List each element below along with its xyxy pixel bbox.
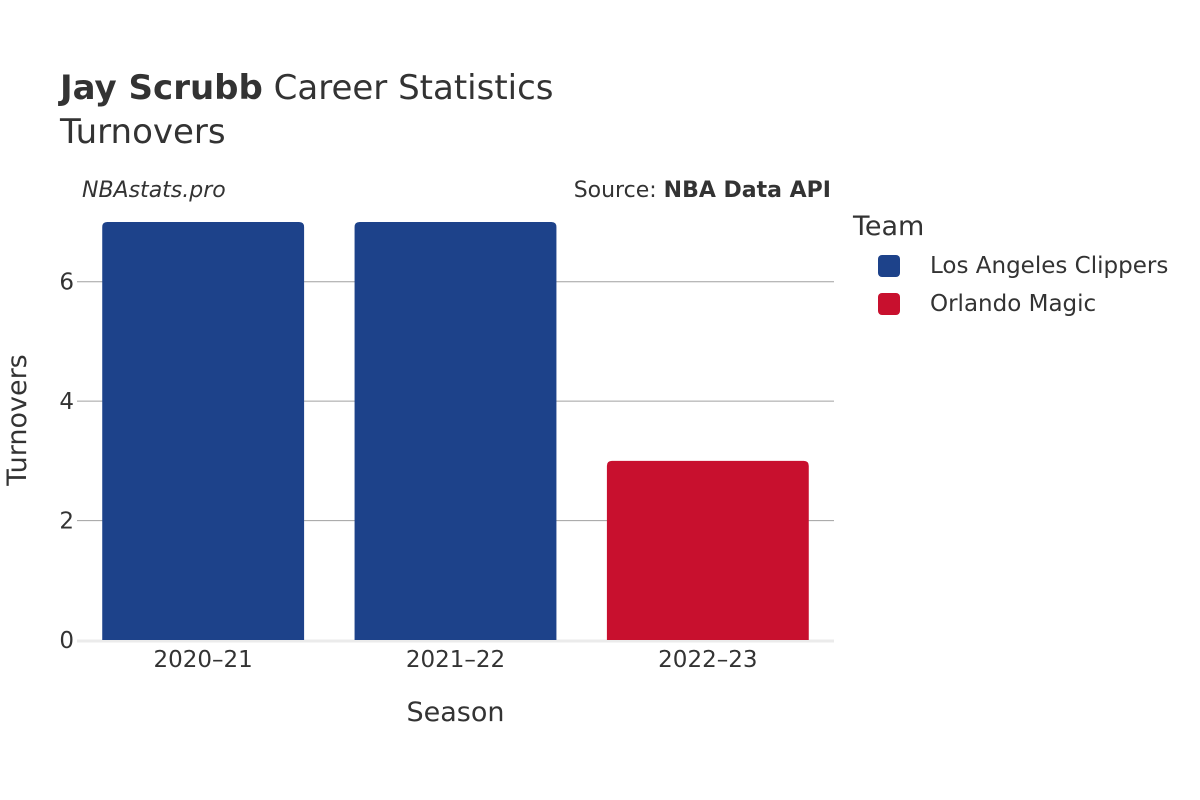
source-credit: Source: NBA Data API [574, 178, 831, 203]
bar-2022–23 [606, 460, 809, 640]
legend-item-clippers[interactable]: Los Angeles Clippers [878, 253, 1168, 279]
y-tick-label: 2 [59, 509, 74, 535]
y-tick-label: 0 [59, 628, 74, 654]
chart-subtitle: Turnovers [60, 112, 226, 152]
x-tick-label: 2022–23 [658, 647, 757, 673]
y-tick-label: 4 [59, 389, 74, 415]
x-axis-title: Season [407, 697, 505, 728]
legend-swatch-magic [878, 293, 900, 315]
chart-title-rest: Career Statistics [262, 68, 554, 108]
watermark: NBAstats.pro [82, 178, 226, 203]
bar-2020–21 [102, 222, 305, 640]
y-tick-label: 6 [59, 270, 74, 296]
legend-item-magic[interactable]: Orlando Magic [878, 291, 1096, 317]
source-prefix: Source: [573, 178, 664, 203]
source-name: NBA Data API [663, 178, 831, 203]
x-tick-label: 2021–22 [406, 647, 505, 673]
y-axis-title: Turnovers [2, 354, 33, 487]
chart-title-player: Jay Scrubb [60, 68, 263, 108]
chart-title: Jay Scrubb Career Statistics [60, 68, 554, 108]
bar-2021–22 [354, 222, 557, 640]
x-tick-label: 2020–21 [154, 647, 253, 673]
legend-label-clippers: Los Angeles Clippers [930, 253, 1169, 279]
legend-label-magic: Orlando Magic [930, 291, 1097, 317]
legend-swatch-clippers [878, 255, 900, 277]
legend-title: Team [853, 211, 925, 242]
